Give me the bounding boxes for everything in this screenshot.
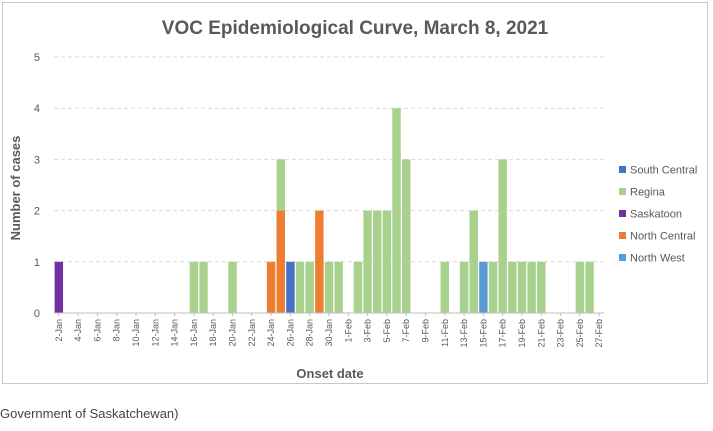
- bar-regina: [382, 210, 392, 313]
- bar-north-central: [276, 210, 285, 313]
- legend: South Central Regina Saskatoon North Centra…: [619, 165, 697, 265]
- bar-regina: [199, 261, 208, 313]
- bar-north-central: [315, 210, 324, 313]
- x-tick-label: 5-Feb: [382, 319, 392, 343]
- y-axis-label: Number of cases: [8, 136, 23, 241]
- bar-regina: [488, 261, 498, 313]
- legend-swatch: [619, 210, 626, 217]
- bar-regina: [459, 261, 469, 313]
- legend-swatch: [619, 254, 626, 261]
- bar-regina: [305, 261, 314, 313]
- x-tick-label: 11-Feb: [440, 319, 450, 347]
- x-axis-label: Onset date: [296, 366, 363, 381]
- legend-label: North West: [630, 253, 685, 265]
- x-tick-label: 7-Feb: [401, 319, 411, 343]
- x-tick-label: 1-Feb: [343, 319, 353, 343]
- bar-regina: [517, 261, 527, 313]
- bar-regina: [334, 261, 343, 313]
- bar-regina: [527, 261, 536, 313]
- x-tick-label: 9-Feb: [420, 319, 430, 343]
- y-tick-label: 3: [34, 154, 40, 166]
- bar-regina: [440, 261, 450, 313]
- x-tick-label: 18-Jan: [208, 319, 218, 347]
- x-tick-label: 6-Jan: [92, 319, 102, 342]
- x-tick-label: 3-Feb: [363, 319, 373, 343]
- bar-regina: [363, 210, 372, 313]
- legend-swatch: [619, 188, 626, 195]
- bar-regina: [353, 261, 363, 313]
- bar-regina: [324, 261, 334, 313]
- bar-regina: [276, 159, 285, 211]
- x-tick-label: 12-Jan: [150, 319, 160, 347]
- bar-regina: [392, 108, 401, 313]
- y-tick-label: 2: [34, 206, 40, 218]
- y-tick-label: 4: [34, 103, 40, 115]
- bar-regina: [575, 261, 585, 313]
- bar-regina: [537, 261, 546, 313]
- x-tick-label: 21-Feb: [536, 319, 546, 348]
- axes: 0 1 2 3 4 5 2-Jan 4-Jan 6-Jan 8-Jan 10-Jan 12-Jan 14…: [34, 52, 604, 348]
- x-tick-label: 16-Jan: [189, 319, 199, 347]
- x-tick-label: 24-Jan: [266, 319, 276, 347]
- bar-regina: [508, 261, 517, 313]
- bar-south-central: [286, 261, 295, 313]
- bars: [54, 108, 594, 313]
- x-tick-label: 8-Jan: [112, 319, 122, 342]
- y-tick-label: 1: [34, 257, 40, 269]
- bar-regina: [585, 261, 594, 313]
- x-tick-label: 4-Jan: [73, 319, 83, 342]
- bar-regina: [469, 210, 478, 313]
- x-tick-label: 14-Jan: [170, 319, 180, 347]
- x-tick-label: 20-Jan: [228, 319, 238, 347]
- x-tick-label: 15-Feb: [478, 319, 488, 348]
- bar-regina: [189, 261, 199, 313]
- x-tick-label: 27-Feb: [594, 319, 604, 348]
- bar-north-west: [479, 261, 488, 313]
- bar-north-central: [266, 261, 276, 313]
- x-tick-label: 22-Jan: [247, 319, 257, 347]
- bar-regina: [295, 261, 305, 313]
- x-tick-label: 2-Jan: [54, 319, 64, 342]
- x-tick-label: 23-Feb: [556, 319, 566, 348]
- x-tick-label: 25-Feb: [575, 319, 585, 348]
- x-tick-label: 10-Jan: [131, 319, 141, 347]
- legend-label: North Central: [630, 231, 695, 243]
- bar-regina: [228, 261, 237, 313]
- chart-title: VOC Epidemiological Curve, March 8, 2021: [162, 18, 549, 39]
- x-tick-label: 17-Feb: [498, 319, 508, 348]
- y-tick-label: 0: [34, 308, 40, 320]
- y-tick-label: 5: [34, 52, 40, 64]
- bar-regina: [498, 159, 507, 313]
- x-tick-label: 19-Feb: [517, 319, 527, 348]
- bar-regina: [401, 159, 411, 313]
- x-tick-label: 28-Jan: [305, 319, 315, 347]
- caption: Government of Saskatchewan): [0, 406, 179, 421]
- x-tick-label: 30-Jan: [324, 319, 334, 347]
- legend-swatch: [619, 166, 626, 173]
- chart-frame: [2, 2, 708, 384]
- x-tick-label: 26-Jan: [285, 319, 295, 347]
- bar-saskatoon: [54, 261, 64, 313]
- legend-label: Regina: [630, 187, 666, 199]
- legend-label: South Central: [630, 165, 697, 177]
- bar-regina: [373, 210, 382, 313]
- legend-swatch: [619, 232, 626, 239]
- gridlines: [54, 56, 604, 263]
- x-tick-label: 13-Feb: [459, 319, 469, 348]
- legend-label: Saskatoon: [630, 209, 682, 221]
